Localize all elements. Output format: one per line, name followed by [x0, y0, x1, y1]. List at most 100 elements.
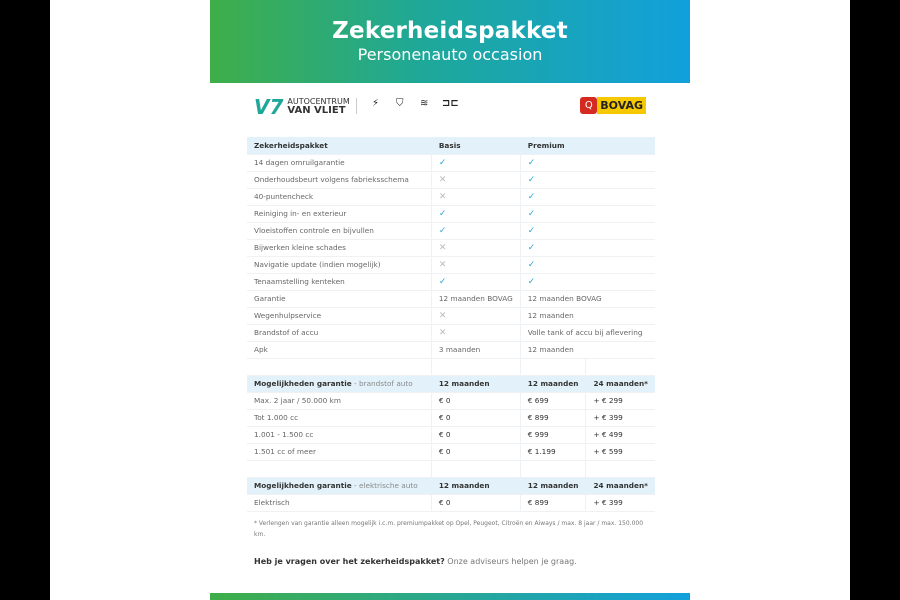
check-icon: ✓: [527, 174, 536, 185]
check-icon: ✓: [527, 157, 536, 168]
header-cell: 12 maanden: [519, 477, 586, 495]
hero-banner: Zekerheidspakket Personenauto occasion: [210, 0, 690, 83]
price-cell: € 0: [430, 392, 521, 410]
empty-cell: [247, 460, 432, 478]
bottom-banner: [210, 593, 690, 600]
premium-cell: ✓: [519, 239, 655, 257]
price-cell: € 899: [519, 494, 586, 512]
price-cell: + € 399: [585, 494, 655, 512]
empty-cell: [585, 358, 655, 376]
section-title-text: Mogelijkheden garantie: [254, 481, 352, 490]
table-row: Garantie 12 maanden BOVAG 12 maanden BOVAG: [247, 290, 655, 308]
price-cell: + € 499: [585, 426, 655, 444]
bovag-text: BOVAG: [597, 97, 646, 114]
price-cell: + € 599: [585, 443, 655, 461]
table-row: Apk 3 maanden 12 maanden: [247, 341, 655, 359]
opel-logo-icon: ⚡: [372, 98, 380, 109]
price-cell: € 0: [430, 426, 521, 444]
section-title: Mogelijkheden garantie - brandstof auto: [247, 375, 432, 393]
check-icon: ✓: [527, 225, 536, 236]
table-row: Tenaamstelling kenteken ✓ ✓: [247, 273, 655, 291]
dealer-logo: V7 AUTOCENTRUM VAN VLIET: [254, 94, 350, 119]
cross-icon: ✕: [438, 327, 447, 338]
row-label: Apk: [247, 341, 432, 359]
premium-cell: ✓: [519, 273, 655, 291]
premium-cell: ✓: [519, 222, 655, 240]
row-label: Vloeistoffen controle en bijvullen: [247, 222, 432, 240]
table-row: 14 dagen omruilgarantie ✓ ✓: [247, 154, 655, 172]
premium-cell: ✓: [519, 154, 655, 172]
check-icon: ✓: [527, 191, 536, 202]
row-label: 1.001 - 1.500 cc: [247, 426, 432, 444]
row-label: Navigatie update (indien mogelijk): [247, 256, 432, 274]
footnote: * Verlengen van garantie alleen mogelijk…: [254, 520, 644, 538]
basis-cell: ✓: [430, 222, 521, 240]
section-title: Mogelijkheden garantie - elektrische aut…: [247, 477, 432, 495]
dealer-name-line1: AUTOCENTRUM: [287, 97, 350, 106]
row-label: 40-puntencheck: [247, 188, 432, 206]
citroen-logo-icon: ≋: [420, 98, 429, 109]
row-label: Tot 1.000 cc: [247, 409, 432, 427]
basis-cell: ✓: [430, 273, 521, 291]
row-label: Elektrisch: [247, 494, 432, 512]
table-row: 1.001 - 1.500 cc € 0 € 999 + € 499: [247, 426, 655, 444]
header-cell: Zekerheidspakket: [247, 137, 432, 155]
table-row: Max. 2 jaar / 50.000 km € 0 € 699 + € 299: [247, 392, 655, 410]
premium-cell: 12 maanden: [519, 307, 655, 325]
cross-icon: ✕: [438, 310, 447, 321]
package-table: Zekerheidspakket Basis Premium 14 dagen omr…: [247, 137, 655, 512]
row-label: Onderhoudsbeurt volgens fabrieksschema: [247, 171, 432, 189]
empty-cell: [247, 358, 432, 376]
table-row: Elektrisch € 0 € 899 + € 399: [247, 494, 655, 512]
header-cell: 12 maanden: [430, 477, 521, 495]
check-icon: ✓: [438, 157, 447, 168]
row-label: Brandstof of accu: [247, 324, 432, 342]
price-cell: + € 399: [585, 409, 655, 427]
price-cell: € 699: [519, 392, 586, 410]
price-cell: € 0: [430, 409, 521, 427]
premium-cell: ✓: [519, 171, 655, 189]
aiways-logo-icon: ⊐⊏: [442, 98, 459, 109]
row-label: Bijwerken kleine schades: [247, 239, 432, 257]
section-subtitle: - brandstof auto: [351, 379, 413, 388]
price-cell: € 999: [519, 426, 586, 444]
document: Zekerheidspakket Personenauto occasion V…: [210, 0, 690, 600]
bovag-logo: Q BOVAG: [580, 97, 646, 114]
price-cell: € 899: [519, 409, 586, 427]
row-label: Garantie: [247, 290, 432, 308]
basis-cell: ✓: [430, 205, 521, 223]
check-icon: ✓: [527, 259, 536, 270]
header-cell: 24 maanden*: [585, 477, 655, 495]
basis-cell: ✕: [430, 239, 521, 257]
divider: [356, 98, 357, 114]
basis-cell: ✕: [430, 307, 521, 325]
header-cell: Premium: [519, 137, 655, 155]
header-cell: 12 maanden: [430, 375, 521, 393]
price-cell: + € 299: [585, 392, 655, 410]
question-rest: Onze adviseurs helpen je graag.: [444, 557, 577, 566]
cross-icon: ✕: [438, 191, 447, 202]
check-icon: ✓: [438, 208, 447, 219]
section-subtitle: - elektrische auto: [351, 481, 418, 490]
empty-cell: [430, 358, 521, 376]
check-icon: ✓: [527, 276, 536, 287]
page-subtitle: Personenauto occasion: [357, 45, 543, 64]
table-row: Tot 1.000 cc € 0 € 899 + € 399: [247, 409, 655, 427]
premium-cell: 12 maanden BOVAG: [519, 290, 655, 308]
table-row: Navigatie update (indien mogelijk) ✕ ✓: [247, 256, 655, 274]
spacer-row: [247, 460, 655, 478]
table-row: Bijwerken kleine schades ✕ ✓: [247, 239, 655, 257]
price-cell: € 0: [430, 443, 521, 461]
header-cell: 24 maanden*: [585, 375, 655, 393]
contact-question: Heb je vragen over het zekerheidspakket?…: [254, 557, 577, 566]
cross-icon: ✕: [438, 174, 447, 185]
table-row: 40-puntencheck ✕ ✓: [247, 188, 655, 206]
check-icon: ✓: [438, 276, 447, 287]
vv-logo-icon: V7: [254, 94, 284, 119]
section-header-row: Mogelijkheden garantie - elektrische aut…: [247, 477, 655, 495]
cross-icon: ✕: [438, 242, 447, 253]
price-cell: € 0: [430, 494, 521, 512]
peugeot-logo-icon: ⛉: [396, 98, 404, 109]
basis-cell: 12 maanden BOVAG: [430, 290, 521, 308]
question-bold: Heb je vragen over het zekerheidspakket?: [254, 557, 445, 566]
